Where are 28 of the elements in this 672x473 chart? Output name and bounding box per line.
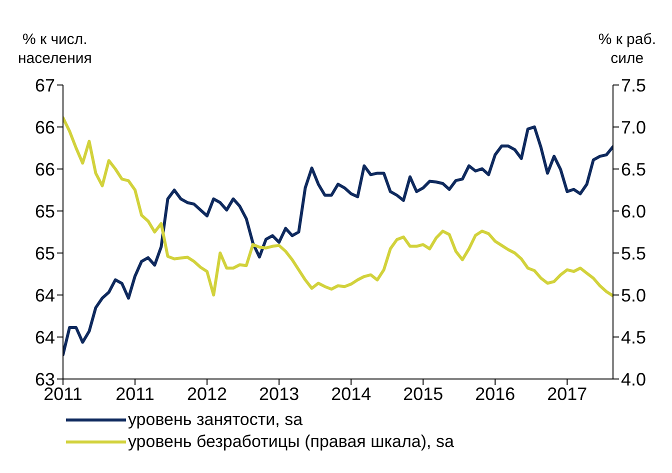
y2-tick-label: 4.5 — [621, 327, 646, 348]
y-tick-label: 65 — [34, 243, 55, 264]
y-tick-label: 66 — [34, 159, 55, 180]
y-tick-label: 66 — [34, 117, 55, 138]
legend-label: уровень занятости, sa — [128, 409, 303, 431]
y-tick-label: 65 — [34, 201, 55, 222]
y-tick-label: 64 — [34, 285, 55, 306]
y2-tick-label: 6.0 — [621, 201, 646, 222]
y-axis-title: % к числ. населения — [18, 30, 92, 68]
x-tick-label: 2011 — [116, 384, 154, 404]
x-tick-label: 2015 — [403, 384, 444, 404]
y2-tick-label: 7.5 — [621, 75, 646, 96]
line-series — [63, 125, 613, 356]
y2-tick-label: 6.5 — [621, 159, 646, 180]
legend-label: уровень безработицы (правая шкала), sa — [128, 431, 454, 453]
x-tick-label: 2014 — [331, 384, 372, 404]
y2-tick-label: 7.0 — [621, 117, 646, 138]
y-tick-label: 64 — [34, 327, 55, 348]
x-tick-label: 2016 — [475, 384, 516, 404]
line-series — [63, 116, 613, 298]
y2-axis-title: % к раб. силе — [598, 30, 656, 68]
y2-tick-label: 5.5 — [621, 243, 646, 264]
y-tick-label: 67 — [34, 75, 55, 96]
y2-tick-label: 5.0 — [621, 285, 646, 306]
x-tick-label: 2017 — [547, 384, 588, 404]
x-tick-label: 2013 — [259, 384, 300, 404]
y2-tick-label: 4.0 — [621, 369, 646, 390]
x-tick-label: 2012 — [187, 384, 228, 404]
